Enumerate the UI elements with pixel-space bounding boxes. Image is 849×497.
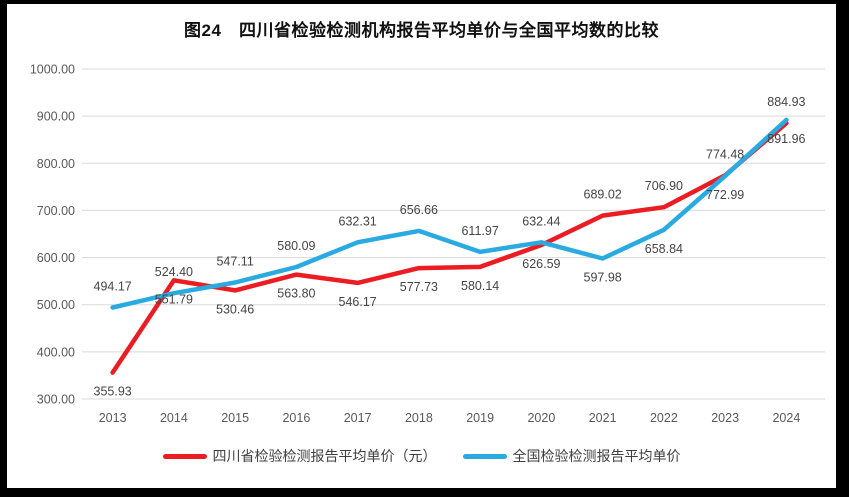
x-tick-label: 2017 xyxy=(344,411,372,425)
x-tick-label: 2014 xyxy=(160,411,188,425)
x-tick-label: 2018 xyxy=(405,411,433,425)
data-label: 355.93 xyxy=(94,385,132,399)
data-label: 530.46 xyxy=(216,302,254,316)
data-labels: 355.93 551.79 530.46 563.80 546.17 577.73 580.… xyxy=(94,95,806,398)
x-tick-label: 2016 xyxy=(282,411,310,425)
data-label: 577.73 xyxy=(400,280,438,294)
data-label: 891.96 xyxy=(767,132,805,146)
x-tick-label: 2023 xyxy=(711,411,739,425)
y-tick-label: 800.00 xyxy=(37,157,75,171)
data-label: 626.59 xyxy=(522,257,560,271)
data-label: 632.31 xyxy=(339,214,377,228)
data-label: 580.09 xyxy=(277,239,315,253)
data-label: 774.48 xyxy=(706,147,744,161)
x-tick-label: 2024 xyxy=(772,411,800,425)
x-tick-label: 2019 xyxy=(466,411,494,425)
y-tick-label: 700.00 xyxy=(37,204,75,218)
chart-canvas: 图24 四川省检验检测机构报告平均单价与全国平均数的比较 1000.00 900.… xyxy=(7,4,836,488)
y-tick-label: 600.00 xyxy=(37,251,75,265)
y-tick-label: 900.00 xyxy=(37,110,75,124)
data-label: 547.11 xyxy=(216,255,253,269)
y-tick-label: 1000.00 xyxy=(30,63,75,77)
legend-item-sichuan: 四川省检验检测报告平均单价（元） xyxy=(162,446,437,466)
data-label: 580.14 xyxy=(461,279,499,293)
y-tick-label: 400.00 xyxy=(37,345,75,359)
x-tick-label: 2020 xyxy=(527,411,555,425)
data-label: 658.84 xyxy=(645,242,683,256)
chart-title: 图24 四川省检验检测机构报告平均单价与全国平均数的比较 xyxy=(184,21,659,40)
data-label: 524.40 xyxy=(155,265,193,279)
x-tick-label: 2022 xyxy=(650,411,678,425)
data-label: 632.44 xyxy=(522,214,560,228)
x-tick-label: 2013 xyxy=(99,411,127,425)
data-label: 546.17 xyxy=(339,295,377,309)
blue-line-swatch-icon xyxy=(462,453,507,459)
data-label: 597.98 xyxy=(584,271,622,285)
gridlines xyxy=(82,68,825,400)
line-chart: 1000.00 900.00 800.00 700.00 600.00 500.00 400… xyxy=(30,63,825,425)
legend: 四川省检验检测报告平均单价（元） 全国检验检测报告平均单价 xyxy=(7,446,836,466)
legend-label-national: 全国检验检测报告平均单价 xyxy=(512,448,681,464)
series-line-sichuan xyxy=(110,120,789,375)
y-axis-tick-labels: 1000.00 900.00 800.00 700.00 600.00 500.00 400… xyxy=(30,63,75,407)
data-label: 706.90 xyxy=(645,179,683,193)
x-tick-label: 2015 xyxy=(221,411,249,425)
y-tick-label: 300.00 xyxy=(37,393,75,407)
series-line-national xyxy=(110,117,789,310)
data-label: 611.97 xyxy=(461,224,498,238)
legend-item-national: 全国检验检测报告平均单价 xyxy=(462,446,681,466)
data-label: 689.02 xyxy=(584,188,622,202)
data-label: 563.80 xyxy=(277,287,315,301)
data-label: 656.66 xyxy=(400,203,438,217)
data-label: 884.93 xyxy=(767,95,805,109)
legend-label-sichuan: 四川省检验检测报告平均单价（元） xyxy=(212,448,437,464)
x-tick-label: 2021 xyxy=(589,411,617,425)
data-label: 772.99 xyxy=(706,188,744,202)
x-axis-tick-labels: 2013 2014 2015 2016 2017 2018 2019 2020 2021 2022… xyxy=(99,411,801,425)
data-label: 551.79 xyxy=(155,292,193,306)
red-line-swatch-icon xyxy=(162,453,207,459)
y-tick-label: 500.00 xyxy=(37,298,75,312)
series-lines xyxy=(110,117,789,375)
data-label: 494.17 xyxy=(94,279,132,293)
